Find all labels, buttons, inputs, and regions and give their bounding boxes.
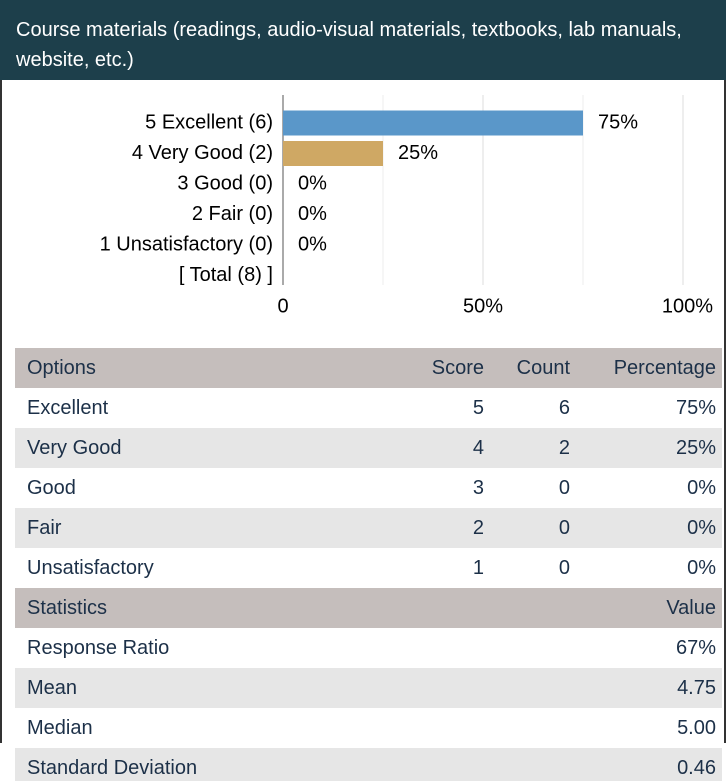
table-cell: Median (15, 708, 580, 748)
options-table: Options Score Count Percentage Excellent 5 6 75… (15, 348, 722, 588)
category-label: 5 Excellent (6) (145, 111, 273, 133)
table-row: Standard Deviation 0.46 (15, 748, 722, 781)
table-row: Good 3 0 0% (15, 468, 722, 508)
table-row: Median 5.00 (15, 708, 722, 748)
data-label: 0% (298, 203, 327, 225)
x-tick-label: 0 (277, 295, 288, 317)
x-tick-label: 50% (463, 295, 503, 317)
table-cell: Score (400, 348, 490, 388)
bar (283, 141, 383, 166)
report-body: 0 50% 100% 5 Excellent (6) 75% 4 Very Good (2… (0, 80, 726, 781)
category-label: 3 Good (0) (177, 172, 273, 194)
x-tick-label: 100% (662, 295, 713, 317)
table-cell: Excellent (15, 388, 400, 428)
table-cell: Good (15, 468, 400, 508)
data-label: 25% (398, 142, 438, 164)
table-cell: 5.00 (580, 708, 722, 748)
table-cell: 0.46 (580, 748, 722, 781)
table-cell: 0 (490, 508, 580, 548)
table-cell: 6 (490, 388, 580, 428)
table-cell: 25% (580, 428, 722, 468)
table-cell: 1 (400, 548, 490, 588)
data-label: 0% (298, 233, 327, 255)
statistics-table: Statistics Value Response Ratio 67% Mean 4.75… (15, 588, 722, 781)
chart: 0 50% 100% 5 Excellent (6) 75% 4 Very Good (2… (100, 95, 713, 317)
table-row: Unsatisfactory 1 0 0% (15, 548, 722, 588)
table-cell: 0% (580, 548, 722, 588)
table-cell: 5 (400, 388, 490, 428)
table-cell: Very Good (15, 428, 400, 468)
data-label: 75% (598, 111, 638, 133)
table-cell: Response Ratio (15, 628, 580, 668)
table-cell: 3 (400, 468, 490, 508)
table-cell: Value (580, 588, 722, 628)
table-row: Response Ratio 67% (15, 628, 722, 668)
table-cell: Standard Deviation (15, 748, 580, 781)
category-label: 4 Very Good (2) (132, 142, 273, 164)
table-cell: 75% (580, 388, 722, 428)
table-cell: 0% (580, 508, 722, 548)
category-label: 1 Unsatisfactory (0) (100, 233, 273, 255)
table-cell: 0% (580, 468, 722, 508)
table-cell: 2 (490, 428, 580, 468)
category-label: 2 Fair (0) (192, 203, 273, 225)
table-row: Excellent 5 6 75% (15, 388, 722, 428)
table-cell: 67% (580, 628, 722, 668)
table-cell: Count (490, 348, 580, 388)
table-cell: Percentage (580, 348, 722, 388)
table-row: Options Score Count Percentage (15, 348, 722, 388)
table-cell: 0 (490, 468, 580, 508)
table-cell: Options (15, 348, 400, 388)
table-cell: 4 (400, 428, 490, 468)
table-cell: Fair (15, 508, 400, 548)
table-cell: 2 (400, 508, 490, 548)
table-cell: 4.75 (580, 668, 722, 708)
table-cell: Unsatisfactory (15, 548, 400, 588)
table-cell: Statistics (15, 588, 580, 628)
table-cell: Mean (15, 668, 580, 708)
table-row: Statistics Value (15, 588, 722, 628)
table-row: Fair 2 0 0% (15, 508, 722, 548)
header-title: Course materials (readings, audio-visual… (0, 0, 726, 80)
total-label: [ Total (8) ] (179, 264, 273, 286)
data-label: 0% (298, 172, 327, 194)
table-row: Mean 4.75 (15, 668, 722, 708)
table-cell: 0 (490, 548, 580, 588)
table-row: Very Good 4 2 25% (15, 428, 722, 468)
bar (283, 110, 583, 136)
